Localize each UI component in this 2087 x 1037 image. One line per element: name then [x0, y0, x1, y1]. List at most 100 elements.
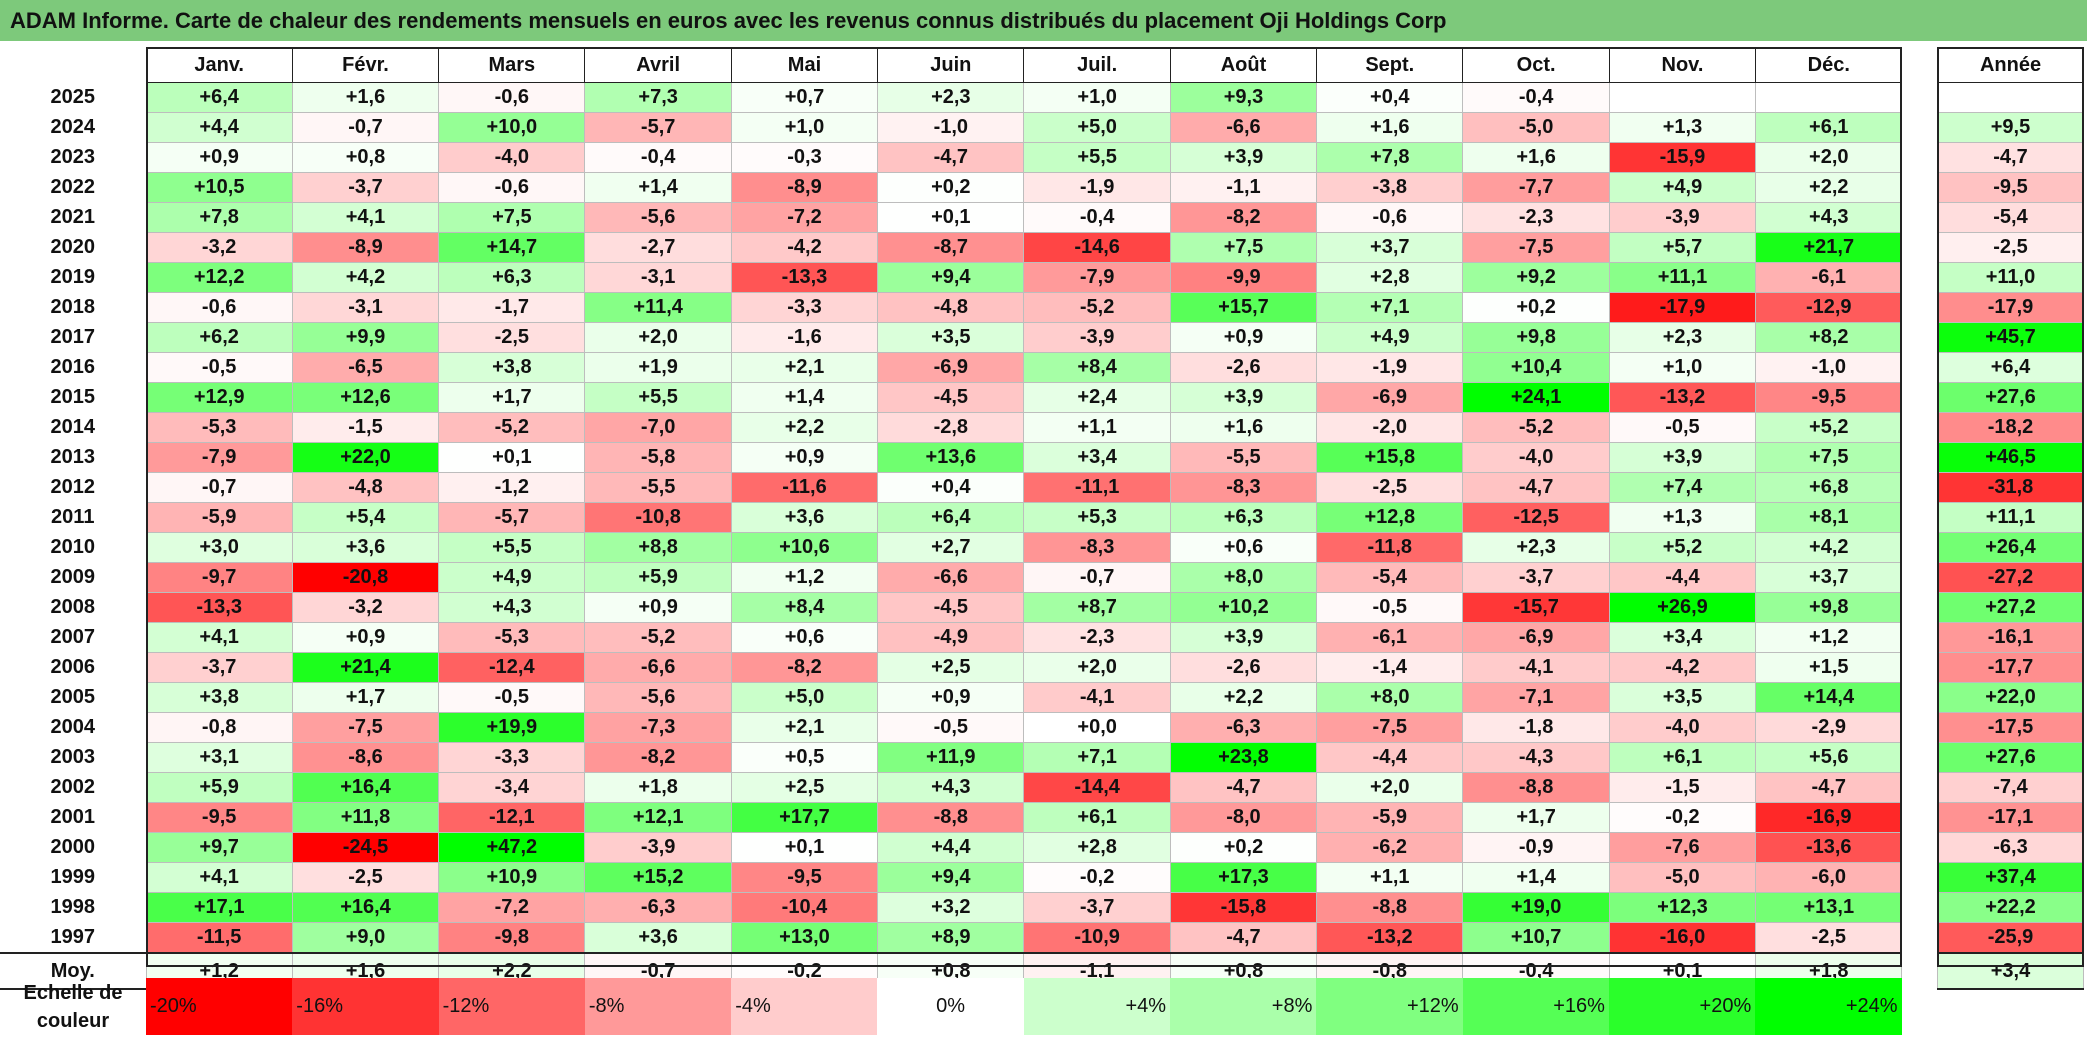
heatmap-cell: -5,4	[1316, 562, 1464, 593]
year-label: 1997	[50, 925, 96, 948]
table-row: 2010 +3,0 +3,6 +5,5 +8,8 +10,6 +2,7 -8,3 +0,6 -11…	[0, 532, 1903, 563]
table-row: 2017 +6,2 +9,9 -2,5 +2,0 -1,6 +3,5 -3,9 +0,9 +4,9…	[0, 322, 1903, 353]
heatmap-cell: +3,8	[145, 682, 293, 713]
annual-row: -2,5	[1937, 232, 2084, 263]
heatmap-cell: +0,2	[877, 172, 1025, 203]
heatmap-cell: +3,8	[438, 352, 586, 383]
annual-row: +22,2	[1937, 892, 2084, 923]
annual-cell: +27,2	[1937, 592, 2084, 623]
year-label: 2019	[50, 266, 96, 288]
color-scale-cell: +20%	[1608, 978, 1756, 1035]
color-scale-cell: -8%	[584, 978, 732, 1035]
heatmap-cell: -4,0	[438, 142, 586, 173]
heatmap-cell: -2,3	[1462, 202, 1610, 233]
heatmap-cell: -4,1	[1462, 652, 1610, 683]
heatmap-cell: -5,9	[1316, 802, 1464, 833]
table-row: 1999 +4,1 -2,5 +10,9 +15,2 -9,5 +9,4 -0,2 +17,3 +…	[0, 862, 1903, 893]
annual-cell: -17,1	[1937, 802, 2084, 833]
heatmap-cell: +9,2	[1462, 262, 1610, 293]
color-scale-cell: -16%	[292, 978, 439, 1035]
heatmap-cell	[1608, 82, 1757, 113]
heatmap-cell: +5,9	[584, 562, 732, 593]
heatmap-cell: -8,9	[291, 232, 440, 263]
average-label: Moy.	[0, 952, 146, 990]
heatmap-cell: +11,8	[291, 802, 440, 833]
heatmap-cell: +0,9	[730, 442, 879, 473]
heatmap-cell: +1,9	[584, 352, 732, 383]
heatmap-cell: +2,4	[1023, 382, 1171, 413]
heatmap-cell: -9,9	[1169, 262, 1318, 293]
heatmap-cell: -13,2	[1608, 382, 1757, 413]
annual-row: -17,5	[1937, 712, 2084, 743]
heatmap-cell: +5,2	[1608, 532, 1757, 563]
heatmap-cell: +1,6	[291, 82, 440, 113]
table-row: 2001 -9,5 +11,8 -12,1 +12,1 +17,7 -8,8 +6,1 -8,0…	[0, 802, 1903, 833]
heatmap-cell: +10,9	[438, 862, 586, 893]
heatmap-cell: +9,3	[1169, 82, 1318, 113]
heatmap-cell: -0,4	[1023, 202, 1171, 233]
heatmap-cell: +4,2	[1755, 532, 1903, 563]
heatmap-cell: +7,4	[1608, 472, 1757, 503]
heatmap-cell: -3,9	[1608, 202, 1757, 233]
heatmap-cell: +8,1	[1755, 502, 1903, 533]
heatmap-cell: -10,8	[584, 502, 732, 533]
heatmap-cell: -6,6	[1169, 112, 1318, 143]
heatmap-cell: +8,7	[1023, 592, 1171, 623]
table-row: 2005 +3,8 +1,7 -0,5 -5,6 +5,0 +0,9 -4,1 +2,2 +8,0…	[0, 682, 1903, 713]
heatmap-cell: +2,1	[730, 712, 879, 743]
heatmap-cell: +1,2	[1755, 622, 1903, 653]
heatmap-cell: -15,7	[1462, 592, 1610, 623]
heatmap-cell: +0,9	[1169, 322, 1318, 353]
annual-cell	[1937, 82, 2084, 113]
heatmap-cell: -8,8	[1316, 892, 1464, 923]
heatmap-cell: +1,3	[1608, 502, 1757, 533]
color-scale-cell: -20%	[146, 978, 293, 1035]
heatmap-cell: -4,2	[1608, 652, 1757, 683]
annual-cell: +22,2	[1937, 892, 2084, 923]
heatmap-cell: +5,7	[1608, 232, 1757, 263]
heatmap-cell: -7,2	[730, 202, 879, 233]
heatmap-cell: +47,2	[438, 832, 586, 863]
heatmap-cell: +2,2	[730, 412, 879, 443]
heatmap-cell: -4,0	[1462, 442, 1610, 473]
heatmap-cell: +6,3	[1169, 502, 1318, 533]
annual-row: +27,6	[1937, 742, 2084, 773]
heatmap-cell: +3,5	[877, 322, 1025, 353]
heatmap-cell: -4,8	[291, 472, 440, 503]
heatmap-cell: -12,5	[1462, 502, 1610, 533]
heatmap-cell: -6,9	[1316, 382, 1464, 413]
heatmap-cell: +2,2	[1755, 172, 1903, 203]
heatmap-cell: +21,4	[291, 652, 440, 683]
heatmap-cell: -3,1	[291, 292, 440, 323]
heatmap-cell: -9,5	[145, 802, 293, 833]
table-row: 2013 -7,9 +22,0 +0,1 -5,8 +0,9 +13,6 +3,4 -5,5 +1…	[0, 442, 1903, 473]
annual-cell: +27,6	[1937, 382, 2084, 413]
heatmap-cell: -4,7	[1169, 922, 1318, 954]
heatmap-cell: +0,9	[291, 622, 440, 653]
heatmap-cell: -1,7	[438, 292, 586, 323]
heatmap-cell: +12,8	[1316, 502, 1464, 533]
annual-cell: +37,4	[1937, 862, 2084, 893]
table-row: 2002 +5,9 +16,4 -3,4 +1,8 +2,5 +4,3 -14,4 -4,7 +2…	[0, 772, 1903, 803]
heatmap-cell: -0,2	[1608, 802, 1757, 833]
heatmap-cell: -3,7	[145, 652, 293, 683]
heatmap-cell: +19,9	[438, 712, 586, 743]
table-row: 2025 +6,4 +1,6 -0,6 +7,3 +0,7 +2,3 +1,0 +9,3 +0,4…	[0, 82, 1903, 113]
heatmap-cell: -16,0	[1608, 922, 1757, 954]
heatmap-cell: -20,8	[291, 562, 440, 593]
heatmap-cell: -13,2	[1316, 922, 1464, 954]
color-scale-cell: +8%	[1170, 978, 1317, 1035]
heatmap-cell: -5,8	[584, 442, 732, 473]
annual-table: Année +9,5 -4,7 -9,5 -5,4 -2,5 +11,0 -17,9 +45,7…	[1937, 47, 2084, 990]
year-label: 2017	[50, 326, 96, 348]
table-row: 2000 +9,7 -24,5 +47,2 -3,9 +0,1 +4,4 +2,8 +0,2 -6…	[0, 832, 1903, 863]
heatmap-cell: +3,5	[1608, 682, 1757, 713]
heatmap-cell: -1,0	[877, 112, 1025, 143]
heatmap-cell: -8,7	[877, 232, 1025, 263]
heatmap-cell: +0,4	[1316, 82, 1464, 113]
heatmap-cell: -5,5	[1169, 442, 1318, 473]
heatmap-cell: +7,5	[438, 202, 586, 233]
heatmap-cell: +4,4	[877, 832, 1025, 863]
heatmap-cell: -12,4	[438, 652, 586, 683]
heatmap-cell: +6,2	[145, 322, 293, 353]
